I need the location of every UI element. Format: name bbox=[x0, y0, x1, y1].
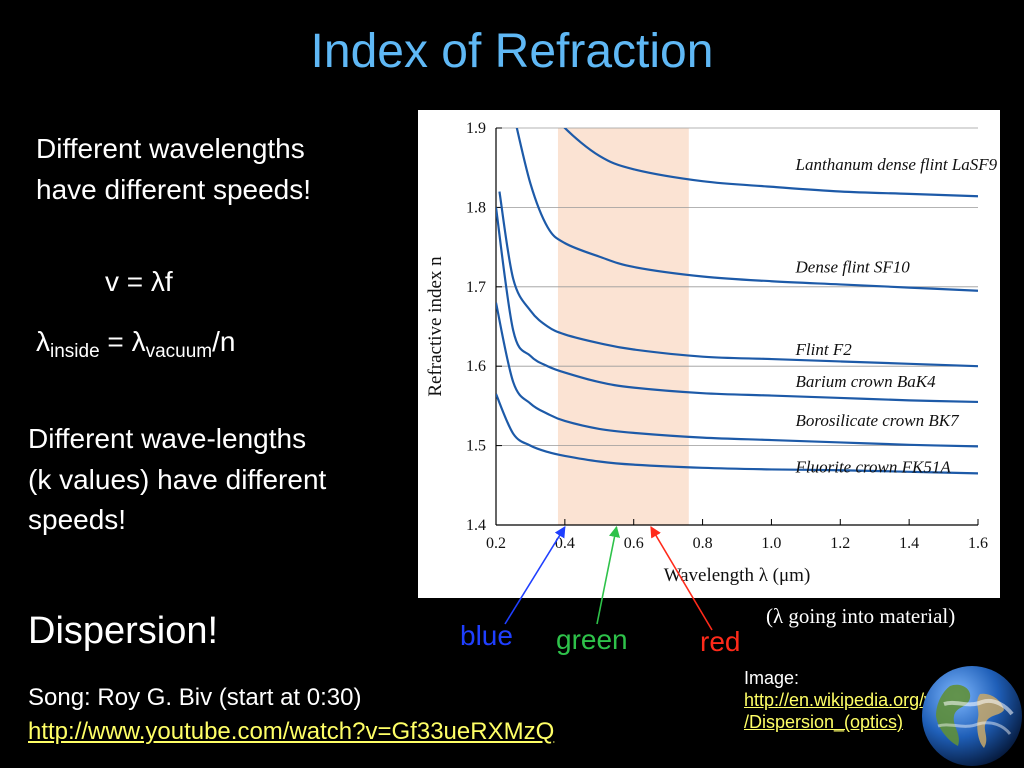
y-tick-label: 1.6 bbox=[466, 358, 486, 375]
chart-svg: 0.2 0.4 0.6 0.8 1.0 1.2 1.4 1.6 1.4 1.5 1.6 1.7 1.8 1… bbox=[425, 120, 998, 586]
series-label: Borosilicate crown BK7 bbox=[796, 411, 961, 430]
y-tick-label: 1.5 bbox=[466, 438, 486, 455]
song-caption: Song: Roy G. Biv (start at 0:30) bbox=[28, 684, 362, 711]
x-axis-label: Wavelength λ (μm) bbox=[664, 565, 811, 586]
series-label: Flint F2 bbox=[795, 340, 853, 359]
subscript-inside: inside bbox=[50, 341, 100, 362]
x-tick-label: 1.6 bbox=[968, 535, 988, 552]
lambda-note: (λ going into material) bbox=[766, 604, 956, 628]
song-link[interactable]: http://www.youtube.com/watch?v=Gf33ueRXM… bbox=[28, 718, 555, 745]
y-tick-label: 1.7 bbox=[466, 279, 486, 296]
y-axis-label: Refractive index n bbox=[425, 256, 446, 397]
equals-sign: = bbox=[99, 326, 132, 357]
image-link-line-1[interactable]: http://en.wikipedia.org/wiki bbox=[744, 690, 955, 710]
series-label: Fluorite crown FK51A bbox=[795, 458, 952, 477]
series-line bbox=[496, 393, 978, 475]
series-label: Dense flint SF10 bbox=[795, 258, 911, 277]
page-title: Index of Refraction bbox=[310, 25, 714, 78]
lambda-symbol: λ bbox=[36, 326, 50, 357]
x-tick-label: 0.2 bbox=[486, 535, 506, 552]
x-tick-label: 0.4 bbox=[555, 535, 575, 552]
green-label: green bbox=[556, 624, 628, 655]
x-tick-label: 1.4 bbox=[899, 535, 919, 552]
series-line bbox=[496, 302, 978, 448]
lambda-symbol: λ bbox=[131, 326, 146, 357]
wavelength-inside-formula: λinside = λvacuum/n bbox=[36, 326, 235, 363]
image-credit-label: Image: bbox=[744, 668, 800, 688]
wavelength-speed-text: Different wavelengths have different spe… bbox=[36, 133, 312, 205]
dispersion-heading: Dispersion! bbox=[28, 610, 219, 652]
image-link-line-2[interactable]: /Dispersion_(optics) bbox=[744, 712, 904, 732]
wave-lengths-speed-text: Different wave-lengths (k values) have d… bbox=[28, 423, 327, 535]
x-tick-label: 1.2 bbox=[830, 535, 850, 552]
x-tick-label: 0.6 bbox=[624, 535, 644, 552]
series-label: Barium crown BaK4 bbox=[796, 372, 937, 391]
refractive-index-chart: 0.2 0.4 0.6 0.8 1.0 1.2 1.4 1.6 1.4 1.5 1.6 1.7 1.8 1… bbox=[418, 110, 1000, 598]
series-label: Lanthanum dense flint LaSF9 bbox=[795, 155, 998, 174]
series-line bbox=[496, 207, 978, 404]
blue-label: blue bbox=[460, 620, 513, 651]
y-tick-label: 1.8 bbox=[466, 199, 486, 216]
earth-globe-icon bbox=[922, 666, 1022, 766]
series-line bbox=[498, 191, 978, 368]
red-label: red bbox=[700, 626, 741, 657]
y-tick-label: 1.9 bbox=[466, 120, 486, 137]
series-line bbox=[563, 128, 978, 198]
x-tick-label: 0.8 bbox=[693, 535, 713, 552]
y-tick-label: 1.4 bbox=[466, 517, 486, 534]
image-credit: Image: http://en.wikipedia.org/wiki /Dis… bbox=[744, 667, 954, 733]
wave-speed-formula: v = λf bbox=[105, 266, 173, 297]
x-tick-label: 1.0 bbox=[761, 535, 781, 552]
subscript-vacuum: vacuum bbox=[145, 341, 213, 362]
series-line bbox=[515, 128, 978, 292]
divide-by-n: /n bbox=[212, 326, 236, 357]
